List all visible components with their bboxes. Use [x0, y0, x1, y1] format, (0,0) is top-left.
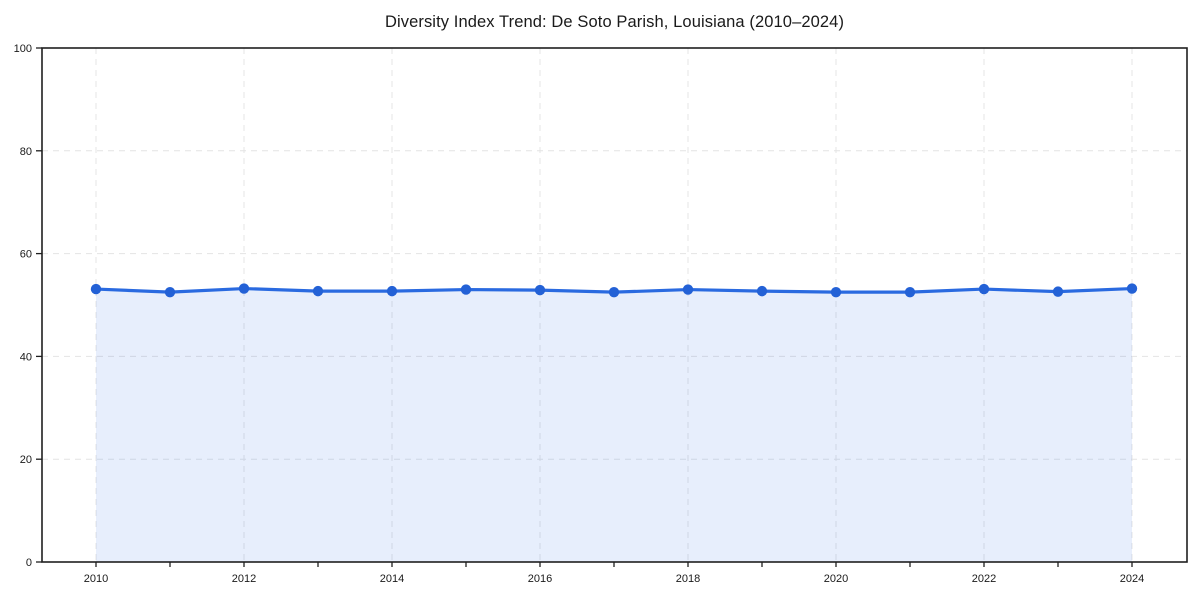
- data-point-marker: [682, 284, 694, 295]
- y-tick-label: 0: [26, 557, 32, 569]
- x-tick-label: 2012: [232, 573, 256, 585]
- y-tick-label: 80: [20, 146, 32, 158]
- data-point-marker: [460, 284, 472, 295]
- x-tick-label: 2022: [972, 573, 996, 585]
- x-tick-label: 2010: [84, 573, 108, 585]
- data-point-marker: [830, 286, 842, 298]
- area-fill: [96, 288, 1132, 562]
- data-point-marker: [1126, 283, 1138, 294]
- x-tick-label: 2024: [1120, 573, 1144, 585]
- chart-title: Diversity Index Trend: De Soto Parish, L…: [384, 13, 845, 31]
- y-tick-label: 40: [20, 351, 32, 363]
- y-tick-label: 100: [14, 43, 32, 55]
- y-tick-label: 20: [20, 454, 32, 466]
- data-point-marker: [90, 283, 102, 295]
- x-tick-label: 2020: [824, 573, 848, 585]
- data-point-marker: [534, 284, 546, 296]
- x-tick-label: 2014: [380, 573, 404, 585]
- data-point-marker: [238, 283, 250, 294]
- data-point-marker: [386, 285, 398, 297]
- data-point-marker: [978, 283, 990, 295]
- data-point-marker: [312, 285, 324, 297]
- y-tick-label: 60: [20, 249, 32, 261]
- data-point-marker: [904, 286, 916, 298]
- data-point-marker: [608, 286, 620, 298]
- data-point-marker: [756, 285, 768, 297]
- x-tick-label: 2018: [676, 573, 700, 585]
- x-tick-label: 2016: [528, 573, 552, 585]
- data-point-marker: [1052, 286, 1064, 297]
- data-point-marker: [164, 286, 176, 298]
